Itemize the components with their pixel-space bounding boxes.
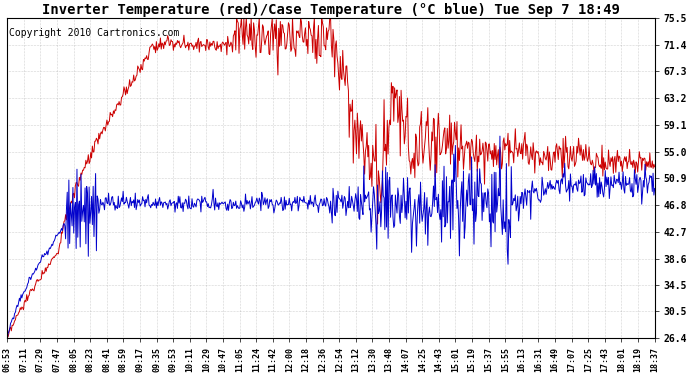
Title: Inverter Temperature (red)/Case Temperature (°C blue) Tue Sep 7 18:49: Inverter Temperature (red)/Case Temperat… [42, 3, 620, 17]
Text: Copyright 2010 Cartronics.com: Copyright 2010 Cartronics.com [8, 27, 179, 38]
